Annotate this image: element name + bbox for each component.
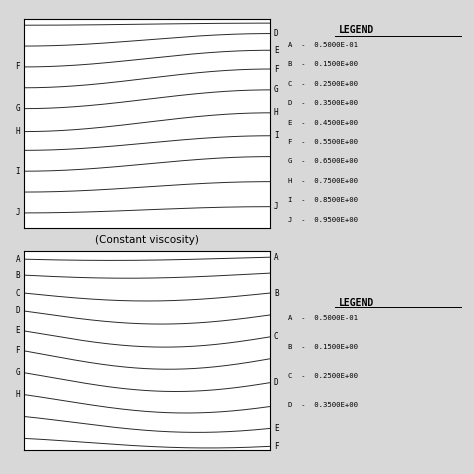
Text: H: H <box>15 127 20 136</box>
Text: C: C <box>15 289 20 298</box>
Text: C  -  0.2500E+00: C - 0.2500E+00 <box>288 373 358 379</box>
Text: A: A <box>15 255 20 264</box>
Text: H  -  0.7500E+00: H - 0.7500E+00 <box>288 178 358 184</box>
Text: G  -  0.6500E+00: G - 0.6500E+00 <box>288 158 358 164</box>
Text: LEGEND: LEGEND <box>338 25 374 35</box>
Text: J: J <box>15 209 20 218</box>
Text: D: D <box>274 378 279 387</box>
Text: I: I <box>15 167 20 176</box>
Text: LEGEND: LEGEND <box>338 298 374 308</box>
Text: G: G <box>15 368 20 377</box>
Text: H: H <box>15 390 20 399</box>
Text: A  -  0.5000E-01: A - 0.5000E-01 <box>288 315 358 321</box>
Text: D  -  0.3500E+00: D - 0.3500E+00 <box>288 100 358 106</box>
Text: A: A <box>274 253 279 262</box>
Text: C  -  0.2500E+00: C - 0.2500E+00 <box>288 81 358 87</box>
Text: I  -  0.8500E+00: I - 0.8500E+00 <box>288 197 358 203</box>
Text: F  -  0.5500E+00: F - 0.5500E+00 <box>288 139 358 145</box>
Text: E: E <box>274 46 279 55</box>
Text: F: F <box>15 346 20 355</box>
Text: H: H <box>274 109 279 117</box>
Text: J  -  0.9500E+00: J - 0.9500E+00 <box>288 217 358 223</box>
Text: E: E <box>15 327 20 335</box>
Text: G: G <box>274 85 279 94</box>
Text: C: C <box>274 332 279 341</box>
Text: D  -  0.3500E+00: D - 0.3500E+00 <box>288 402 358 409</box>
Text: E  -  0.4500E+00: E - 0.4500E+00 <box>288 119 358 126</box>
Text: B  -  0.1500E+00: B - 0.1500E+00 <box>288 344 358 350</box>
Text: B: B <box>15 271 20 280</box>
Text: F: F <box>274 64 279 73</box>
Text: D: D <box>274 29 279 38</box>
Text: I: I <box>274 131 279 140</box>
Text: G: G <box>15 104 20 113</box>
Text: J: J <box>274 202 279 211</box>
Text: A  -  0.5000E-01: A - 0.5000E-01 <box>288 42 358 48</box>
Text: (Constant viscosity): (Constant viscosity) <box>95 235 199 245</box>
Text: E: E <box>274 424 279 433</box>
Text: F: F <box>274 442 279 451</box>
Text: B: B <box>274 289 279 298</box>
Text: B  -  0.1500E+00: B - 0.1500E+00 <box>288 62 358 67</box>
Text: D: D <box>15 307 20 315</box>
Text: F: F <box>15 63 20 72</box>
